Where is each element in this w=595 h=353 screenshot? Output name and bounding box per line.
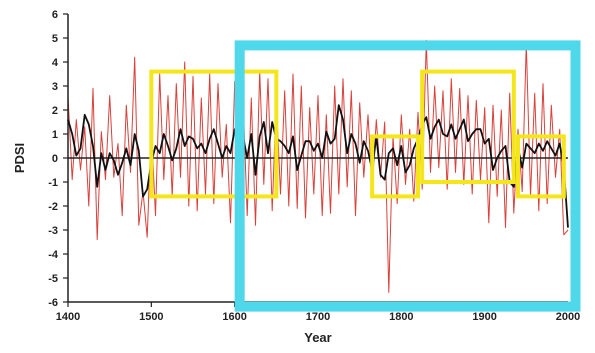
smoothed-series-line <box>67 104 569 228</box>
x-tick-label: 1500 <box>139 311 163 323</box>
x-axis-title: Year <box>304 330 331 345</box>
y-tick-label: 5 <box>52 33 58 45</box>
x-tick-label: 2000 <box>556 311 580 323</box>
x-tick-label: 1800 <box>389 311 413 323</box>
y-tick-label: -1 <box>48 177 58 189</box>
highlight-box <box>149 69 279 199</box>
x-tick-label: 1600 <box>222 311 246 323</box>
y-tick-label: -3 <box>48 225 58 237</box>
region-frame <box>234 40 581 312</box>
highlight-box <box>516 134 566 199</box>
y-tick-label: -4 <box>48 249 59 261</box>
y-tick-label: -6 <box>48 297 58 309</box>
y-tick-label: 3 <box>52 81 58 93</box>
x-tick-label: 1400 <box>56 311 80 323</box>
labels-layer: -6 -5 -4 -3 -2 -1 0 1 2 3 4 5 6 1400 1500 1600 1700 1800 1… <box>12 9 580 345</box>
y-tick-label: 0 <box>52 153 58 165</box>
highlight-box <box>370 134 420 199</box>
y-tick-label: 2 <box>52 105 58 117</box>
y-tick-label: 1 <box>52 129 58 141</box>
region-frame-layer <box>234 40 581 312</box>
y-tick-label: 6 <box>52 9 58 21</box>
x-tick-label: 1700 <box>306 311 330 323</box>
y-tick-label: -2 <box>48 201 58 213</box>
y-tick-label: 4 <box>52 57 59 69</box>
highlight-boxes-layer <box>149 69 566 199</box>
y-tick-label: -5 <box>48 273 58 285</box>
y-axis-title: PDSI <box>12 143 27 173</box>
highlight-box <box>420 69 516 184</box>
smoothed-series-layer <box>67 104 569 228</box>
x-tick-label: 1900 <box>472 311 496 323</box>
